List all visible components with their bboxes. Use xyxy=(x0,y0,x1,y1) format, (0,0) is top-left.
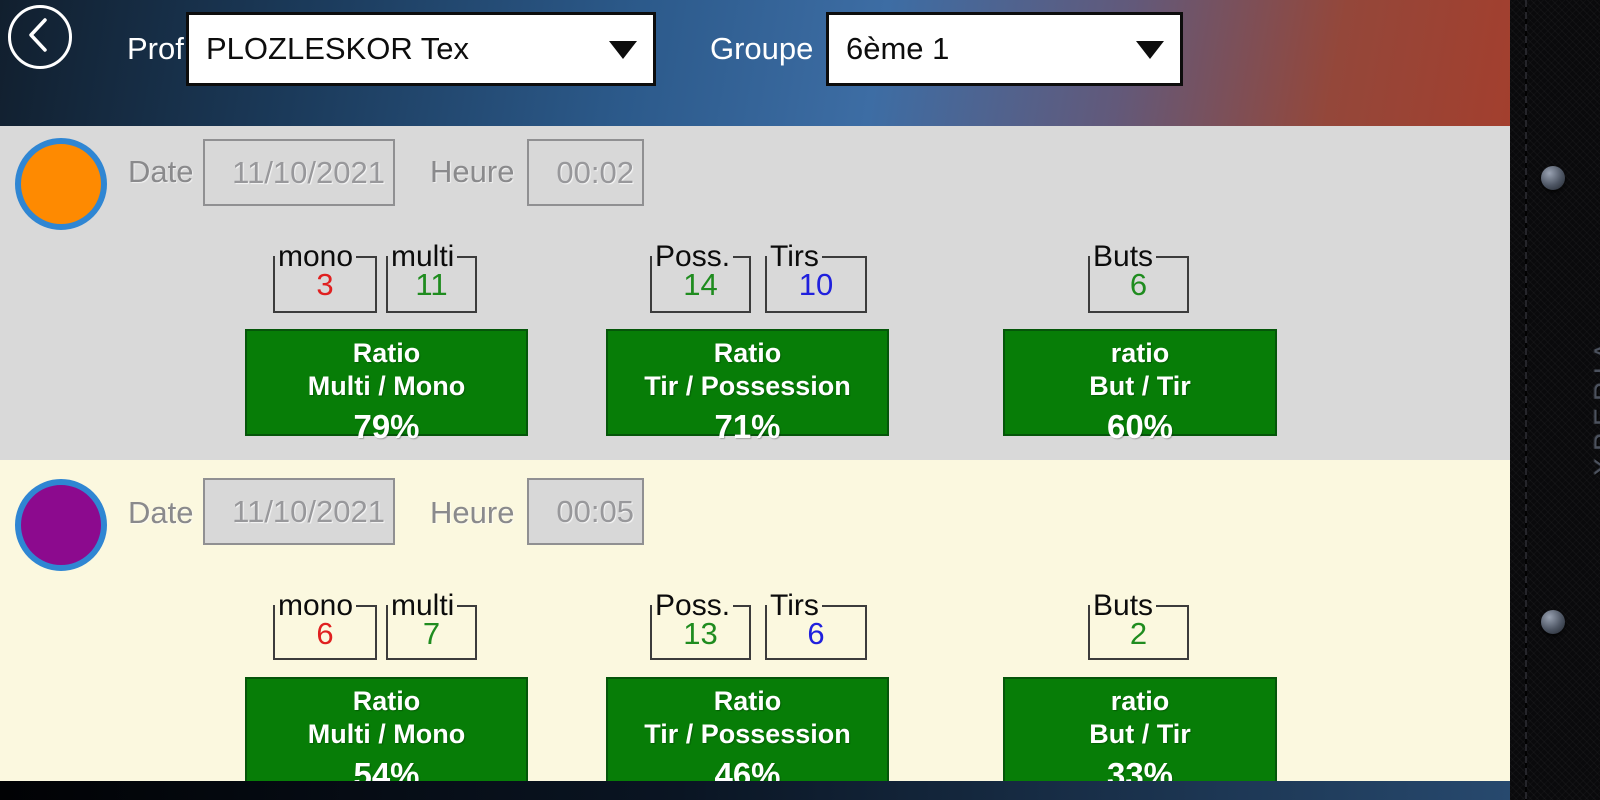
date-label: Date xyxy=(128,154,194,189)
ratio-subtitle: Tir / Possession xyxy=(644,719,851,749)
bezel-dot-bottom xyxy=(1541,610,1565,634)
stat-label: multi xyxy=(391,240,455,273)
prof-dropdown[interactable]: PLOZLESKOR Tex xyxy=(186,12,656,86)
stat-value: 10 xyxy=(798,267,834,302)
stat-value: 3 xyxy=(316,267,334,302)
stat-value: 2 xyxy=(1129,616,1148,651)
groupe-label: Groupe xyxy=(710,31,814,66)
ratio-subtitle: Tir / Possession xyxy=(644,371,851,401)
ratio-panel-multi-mono: Ratio Multi / Mono 79% xyxy=(245,329,528,444)
ratio-percent: 71% xyxy=(714,408,781,445)
stat-box-mono[interactable]: mono 3 xyxy=(273,242,377,313)
device-bezel: XPERIA xyxy=(1510,0,1600,800)
stat-box-possession[interactable]: Poss. 14 xyxy=(650,242,751,313)
stat-label: multi xyxy=(391,589,455,622)
ratio-percent: 79% xyxy=(353,408,420,445)
date-value: 11/10/2021 xyxy=(232,493,385,529)
date-value: 11/10/2021 xyxy=(232,154,385,190)
ratio-title: ratio xyxy=(1110,686,1170,716)
ratio-subtitle: But / Tir xyxy=(1089,371,1191,401)
date-input[interactable]: 11/10/2021 xyxy=(203,478,395,545)
stat-box-multi[interactable]: multi 11 xyxy=(386,242,477,313)
ratio-title: Ratio xyxy=(352,686,421,716)
stat-box-mono[interactable]: mono 6 xyxy=(273,591,377,660)
ratio-title: ratio xyxy=(1110,338,1170,368)
heure-value: 00:05 xyxy=(556,493,634,529)
stat-box-multi[interactable]: multi 7 xyxy=(386,591,477,660)
stat-value: 14 xyxy=(683,267,718,302)
stat-value: 6 xyxy=(316,616,334,651)
stat-box-tirs[interactable]: Tirs 6 xyxy=(765,591,867,660)
groupe-dropdown[interactable]: 6ème 1 xyxy=(826,12,1183,86)
stat-box-buts[interactable]: Buts 2 xyxy=(1088,591,1189,660)
date-label: Date xyxy=(128,495,194,530)
device-brand-logo: XPERIA xyxy=(1589,334,1600,477)
header-bar: Prof PLOZLESKOR Tex Groupe 6ème 1 xyxy=(0,0,1510,126)
bezel-dot-top xyxy=(1541,166,1565,190)
session-marker xyxy=(15,138,107,230)
date-input[interactable]: 11/10/2021 xyxy=(203,139,395,206)
ratio-title: Ratio xyxy=(352,338,421,368)
stat-value: 7 xyxy=(422,616,441,651)
ratio-subtitle: Multi / Mono xyxy=(307,371,466,401)
heure-value: 00:02 xyxy=(556,154,634,190)
back-button[interactable] xyxy=(8,5,72,69)
prof-label: Prof xyxy=(127,31,184,66)
stat-box-tirs[interactable]: Tirs 10 xyxy=(765,242,867,313)
heure-input[interactable]: 00:02 xyxy=(527,139,644,206)
stat-label: Tirs xyxy=(770,589,819,622)
chevron-left-icon xyxy=(14,9,66,66)
ratio-panel-but-tir: ratio But / Tir 33% xyxy=(1003,677,1277,792)
heure-label: Heure xyxy=(430,495,515,530)
prof-dropdown-value: PLOZLESKOR Tex xyxy=(206,31,470,66)
session-marker xyxy=(15,479,107,571)
chevron-down-icon xyxy=(1136,41,1164,59)
stat-label: mono xyxy=(278,589,354,622)
stat-label: mono xyxy=(278,240,354,273)
groupe-dropdown-value: 6ème 1 xyxy=(846,31,950,66)
stat-box-possession[interactable]: Poss. 13 xyxy=(650,591,751,660)
ratio-subtitle: But / Tir xyxy=(1089,719,1191,749)
heure-input[interactable]: 00:05 xyxy=(527,478,644,545)
stat-box-buts[interactable]: Buts 6 xyxy=(1088,242,1189,313)
session-row-1: Date 11/10/2021 Heure 00:02 mono 3 multi… xyxy=(0,126,1510,460)
ratio-title: Ratio xyxy=(713,686,782,716)
stat-label: Buts xyxy=(1093,589,1154,622)
stat-value: 13 xyxy=(683,616,718,651)
ratio-subtitle: Multi / Mono xyxy=(307,719,466,749)
ratio-panel-tir-possession: Ratio Tir / Possession 46% xyxy=(606,677,889,792)
ratio-panel-but-tir: ratio But / Tir 60% xyxy=(1003,329,1277,444)
stat-label: Tirs xyxy=(770,240,819,273)
stat-label: Buts xyxy=(1093,240,1154,273)
stat-label: Poss. xyxy=(655,240,731,273)
stat-label: Poss. xyxy=(655,589,731,622)
ratio-percent: 60% xyxy=(1106,408,1174,445)
chevron-down-icon xyxy=(609,41,637,59)
stat-value: 6 xyxy=(807,616,825,651)
heure-label: Heure xyxy=(430,154,515,189)
ratio-title: Ratio xyxy=(713,338,782,368)
ratio-panel-tir-possession: Ratio Tir / Possession 71% xyxy=(606,329,889,444)
session-row-2: Date 11/10/2021 Heure 00:05 mono 6 multi… xyxy=(0,460,1510,792)
stat-value: 11 xyxy=(415,267,448,302)
ratio-panel-multi-mono: Ratio Multi / Mono 54% xyxy=(245,677,528,792)
stat-value: 6 xyxy=(1129,267,1148,302)
bottom-nav-strip xyxy=(0,781,1510,800)
